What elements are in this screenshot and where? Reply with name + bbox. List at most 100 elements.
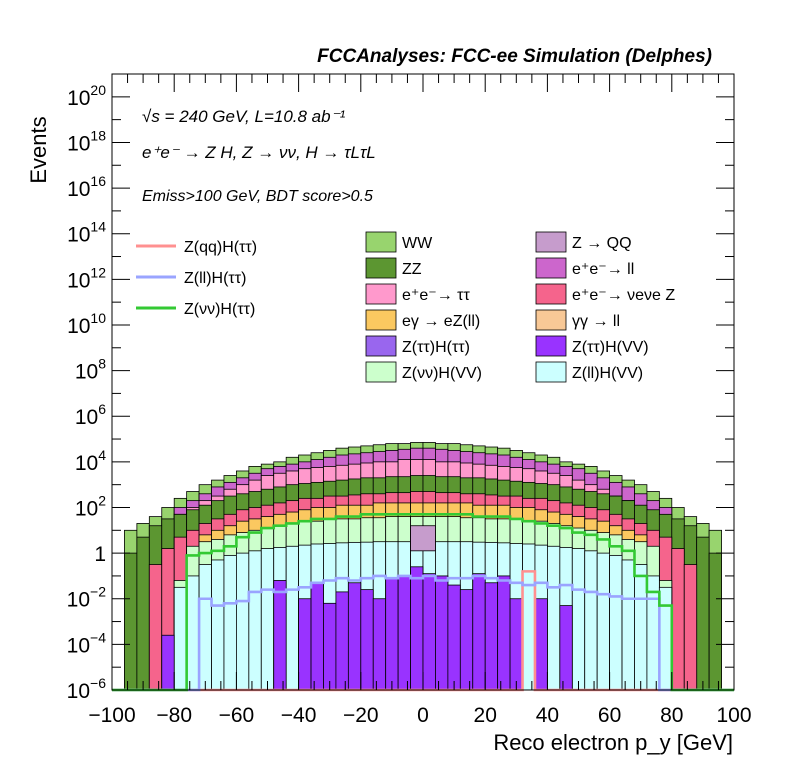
x-tick-label: −20 [343, 704, 379, 727]
stack-bar [198, 564, 212, 691]
stack-bar [522, 543, 536, 691]
x-tick-label: 0 [417, 704, 429, 727]
legend-swatch [365, 309, 397, 331]
purple-bar [509, 598, 523, 691]
legend-label: Z(νν)H(VV) [402, 365, 482, 382]
stack-bar [211, 559, 225, 691]
x-tick-label: 60 [598, 704, 621, 727]
y-axis-label: Events [26, 116, 51, 183]
purple-bar [422, 573, 436, 691]
purple-bar [497, 575, 511, 691]
y-tick-label: 108 [75, 356, 106, 384]
annotation-cuts: Emiss>100 GeV, BDT score>0.5 [142, 188, 373, 205]
legend-label: γγ → ll [572, 313, 620, 330]
stack-bar [584, 550, 598, 691]
legend-swatch [365, 335, 397, 357]
legend-label: e⁺e⁻→ ττ [402, 287, 470, 304]
stack-bar [547, 545, 561, 691]
stack-bar [285, 545, 300, 691]
purple-bar [310, 582, 324, 691]
stack-bar [136, 536, 150, 691]
legend-signal-label: Z(ll)H(ττ) [184, 270, 246, 287]
stack-bar [148, 564, 163, 691]
purple-bar [472, 573, 486, 691]
y-tick-label: 10−4 [67, 629, 107, 657]
legend-label: WW [402, 235, 433, 252]
y-tick-label: 1020 [67, 82, 106, 110]
x-tick-label: −40 [281, 704, 317, 727]
purple-bars [161, 566, 573, 691]
stack-bar [696, 536, 710, 691]
purple-bar [435, 575, 449, 691]
legend-label: Z(ττ)H(VV) [572, 339, 649, 356]
annotation-block: √s = 240 GeV, L=10.8 ab⁻¹ e⁺e⁻ → Z H, Z … [142, 107, 376, 205]
x-tick-label: 100 [716, 704, 751, 727]
y-tick-label: 1018 [67, 127, 106, 155]
stack-bar [248, 550, 262, 691]
y-tick-labels: 10−6 10−4 10−2 1 102 104 106 108 1010 1012 1014 101… [67, 82, 107, 703]
legend-swatch [535, 257, 567, 279]
stack-bar [124, 552, 138, 691]
purple-bar [298, 598, 312, 691]
x-tick-label: −80 [156, 704, 192, 727]
y-tick-label: 1010 [67, 310, 106, 338]
legend-background: WW Z → QQ ZZ e⁺e⁻→ ll e⁺e⁻→ ττ e⁺e⁻→ νeνe Z eγ… [365, 231, 675, 383]
stack-bar [683, 564, 698, 691]
chart-title: FCCAnalyses: FCC-ee Simulation (Delphes) [317, 46, 712, 67]
stack-bar [708, 552, 722, 691]
stack-bar [571, 548, 586, 691]
purple-bar [335, 591, 349, 691]
x-tick-label: 20 [474, 704, 497, 727]
legend-swatch [365, 257, 397, 279]
legend-label: Z(ll)H(VV) [572, 365, 643, 382]
axes-frame [111, 73, 735, 691]
legend-swatch [535, 309, 567, 331]
legend-label: e⁺e⁻→ νeνe Z [572, 287, 675, 304]
legend-swatch [535, 361, 567, 383]
stack-bar [621, 559, 635, 691]
purple-bar [161, 634, 175, 691]
y-tick-label: 1012 [67, 264, 106, 292]
signal-line [112, 574, 734, 692]
x-tick-label: 80 [660, 704, 683, 727]
x-tick-label: 40 [536, 704, 559, 727]
y-tick-label: 106 [75, 401, 106, 429]
y-tick-label: 104 [75, 447, 106, 475]
legend-label: ZZ [402, 261, 422, 278]
purple-bar [410, 566, 424, 691]
y-tick-label: 1 [94, 543, 106, 566]
stack-bar [596, 552, 610, 691]
legend-swatch [365, 283, 397, 305]
x-tick-label: −60 [219, 704, 255, 727]
purple-bar [372, 598, 387, 691]
y-tick-label: 1016 [67, 173, 106, 201]
stack-bar [609, 554, 623, 691]
legend-signal-label: Z(νν)H(ττ) [184, 301, 255, 318]
purple-bar [447, 584, 461, 691]
purple-bar [273, 580, 287, 691]
purple-bar [323, 602, 337, 691]
purple-bar [385, 577, 399, 691]
legend-swatch [535, 231, 567, 253]
stack-bar [260, 548, 275, 691]
legend-label: Z(ττ)H(ττ) [402, 339, 470, 356]
purple-bar [397, 575, 411, 691]
purple-bar [360, 589, 374, 691]
stack-bar [186, 575, 200, 691]
purple-bar [484, 582, 499, 691]
purple-bar [559, 605, 573, 691]
annotation-energy: √s = 240 GeV, L=10.8 ab⁻¹ [142, 107, 346, 126]
signal-line [112, 513, 734, 692]
legend-swatch [365, 361, 397, 383]
legend-label: Z → QQ [572, 235, 632, 252]
legend-swatch [535, 335, 567, 357]
stack-bar [634, 564, 648, 691]
x-axis-label: Reco electron p_y [GeV] [493, 730, 733, 755]
y-tick-label: 1014 [67, 219, 106, 247]
legend-swatch [365, 231, 397, 253]
legend-swatch [535, 283, 567, 305]
y-tick-label: 10−2 [67, 584, 107, 612]
purple-bar [347, 582, 362, 691]
purple-bar [459, 589, 474, 691]
